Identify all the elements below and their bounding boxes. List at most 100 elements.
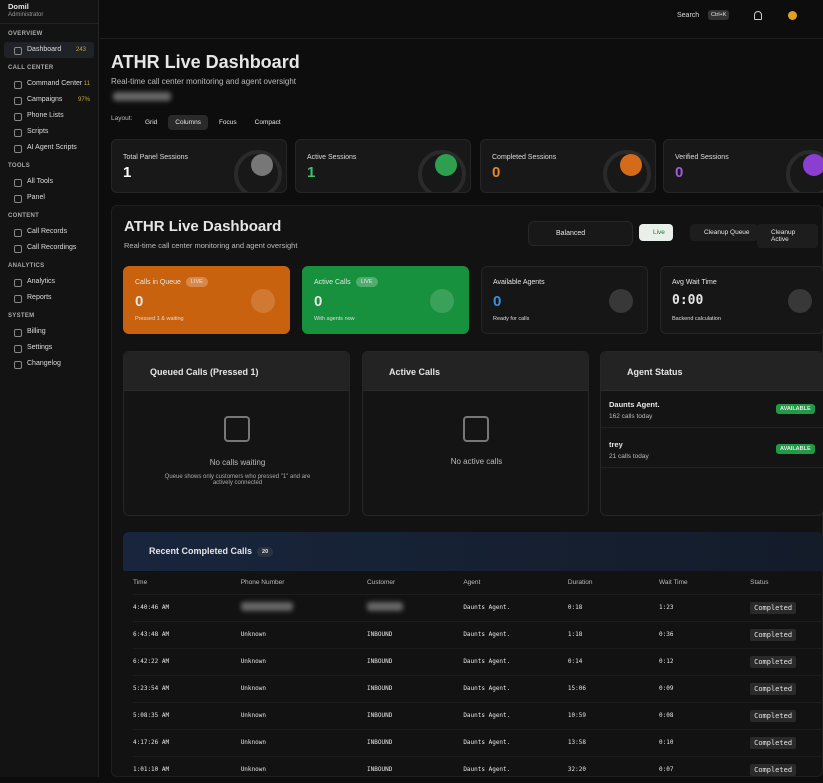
stat-value: 0 xyxy=(492,164,501,181)
panel-header: Queued Calls (Pressed 1) xyxy=(124,352,349,391)
nav-badge: 97% xyxy=(77,97,90,103)
stat-card: Verified Sessions 0 xyxy=(663,139,823,193)
theme-toggle[interactable] xyxy=(788,11,797,20)
table-cell: Daunts Agent. xyxy=(463,593,568,621)
recent-header[interactable]: Recent Completed Calls 20 xyxy=(123,532,823,571)
nav-item[interactable]: Command Center 11 xyxy=(0,76,98,92)
user-role: Administrator xyxy=(8,12,44,18)
nav-label: Phone Lists xyxy=(27,112,64,119)
nav-item[interactable]: Analytics xyxy=(0,274,98,290)
metric-note: Pressed 1 & waiting xyxy=(135,316,184,322)
page-subtitle: Real-time call center monitoring and age… xyxy=(111,77,296,86)
column-header: Status xyxy=(750,579,769,587)
table-cell: 0:18 xyxy=(567,593,659,621)
nav-item[interactable]: Billing xyxy=(0,324,98,340)
status-panel: Agent Status Daunts Agent. 162 calls today… xyxy=(600,351,823,516)
agent-divider xyxy=(601,427,823,428)
main: Search Ctrl+K ATHR Live Dashboard Real-time… xyxy=(100,0,823,783)
nav-item[interactable]: All Tools xyxy=(0,174,98,190)
nav-item[interactable]: Reports xyxy=(0,290,98,306)
table-cell: Unknown xyxy=(240,755,368,783)
status-badge: Completed xyxy=(750,736,797,749)
live-badge: LIVE xyxy=(185,277,208,287)
status-badge: Completed xyxy=(750,763,797,776)
blurred-text xyxy=(113,92,171,101)
blurred-cell xyxy=(367,602,404,611)
control-button[interactable]: Cleanup Active xyxy=(757,224,818,248)
nav-label: Command Center xyxy=(27,80,83,87)
table-cell: Completed xyxy=(750,593,823,621)
empty-icon xyxy=(224,416,250,442)
table-cell: 0:07 xyxy=(659,755,751,783)
table-cell: 13:58 xyxy=(567,728,659,756)
table-row: 4:40:46 AM Daunts Agent. 0:18 1:23 Completed xyxy=(133,593,823,621)
notifications[interactable] xyxy=(754,11,762,20)
column-header: Duration xyxy=(567,579,593,587)
metric-label: Calls in Queue xyxy=(135,279,181,286)
search-button[interactable]: Search xyxy=(677,12,700,19)
stat-label: Verified Sessions xyxy=(675,154,729,161)
nav-item[interactable]: Scripts xyxy=(0,124,98,140)
table-cell: Unknown xyxy=(240,620,368,648)
stat-icon xyxy=(803,154,823,176)
layout-option[interactable]: Columns xyxy=(168,115,208,130)
nav-item[interactable]: Call Recordings xyxy=(0,240,98,256)
agent-status: AVAILABLE xyxy=(776,404,815,414)
layout-option[interactable]: Grid xyxy=(145,119,158,126)
table-cell: 32:20 xyxy=(567,755,659,783)
table-cell: Unknown xyxy=(240,728,368,756)
panel-header: Agent Status xyxy=(601,352,823,391)
table-cell: INBOUND xyxy=(367,674,464,702)
mode-select[interactable]: Balanced xyxy=(528,221,633,246)
metric-label: Available Agents xyxy=(493,279,545,286)
table-row: 1:01:10 AM Unknown INBOUND Daunts Agent. 32:… xyxy=(133,755,823,783)
nav-item[interactable]: AI Agent Scripts xyxy=(0,140,98,156)
nav-item[interactable]: Changelog xyxy=(0,356,98,372)
stat-label: Total Panel Sessions xyxy=(123,154,188,161)
status-panel: Active Calls No active calls xyxy=(362,351,589,516)
table-cell: 4:17:26 AM xyxy=(133,728,241,756)
layout-option[interactable]: Focus xyxy=(218,119,237,126)
table-cell: 4:40:46 AM xyxy=(133,593,241,621)
nav-label: All Tools xyxy=(27,178,53,185)
table-cell: Unknown xyxy=(240,701,368,729)
layout-label: Layout: xyxy=(111,115,133,122)
table-cell: Daunts Agent. xyxy=(463,620,568,648)
nav-label: Billing xyxy=(27,328,46,335)
nav-item[interactable]: Call Records xyxy=(0,224,98,240)
metric-value: 0 xyxy=(135,293,144,310)
nav-item[interactable]: Campaigns 97% xyxy=(0,92,98,108)
table-cell: Completed xyxy=(750,647,823,675)
metric-note: With agents now xyxy=(314,316,355,322)
table-cell: INBOUND xyxy=(367,701,464,729)
table-cell: 1:18 xyxy=(567,620,659,648)
nav-label: Changelog xyxy=(27,360,61,367)
nav-item[interactable]: Settings xyxy=(0,340,98,356)
user-block: Domil Administrator xyxy=(0,0,98,24)
nav-item[interactable]: Phone Lists xyxy=(0,108,98,124)
column-header: Wait Time xyxy=(659,579,688,587)
table-cell: INBOUND xyxy=(367,755,464,783)
nav-item[interactable]: Panel xyxy=(0,190,98,206)
stat-ring xyxy=(234,150,282,192)
nav-badge: 11 xyxy=(83,81,90,87)
table-cell: 5:08:35 AM xyxy=(133,701,241,729)
layout-option[interactable]: Compact xyxy=(254,119,281,126)
status-badge: Completed xyxy=(750,601,797,614)
stat-card: Total Panel Sessions 1 xyxy=(111,139,287,193)
control-button[interactable]: Live xyxy=(639,224,673,241)
column-header: Customer xyxy=(367,579,396,587)
status-badge: Completed xyxy=(750,682,797,695)
control-button[interactable]: Cleanup Queue xyxy=(690,224,758,241)
table-cell: Daunts Agent. xyxy=(463,647,568,675)
nav-item[interactable]: Dashboard 243 xyxy=(4,42,94,58)
metric-label-row: Available Agents xyxy=(493,279,545,286)
sidebar: Domil Administrator OVERVIEW Dashboard 243 CA… xyxy=(0,0,99,777)
metric-value: 0:00 xyxy=(672,293,704,308)
nav-section: CALL CENTER xyxy=(8,65,54,71)
status-badge: Completed xyxy=(750,655,797,668)
metric-card: Active Calls LIVE 0 With agents now xyxy=(302,266,469,334)
nav-section: SYSTEM xyxy=(8,313,35,319)
calls-table: Time Phone Number Customer Agent Duration Wai… xyxy=(133,572,823,783)
